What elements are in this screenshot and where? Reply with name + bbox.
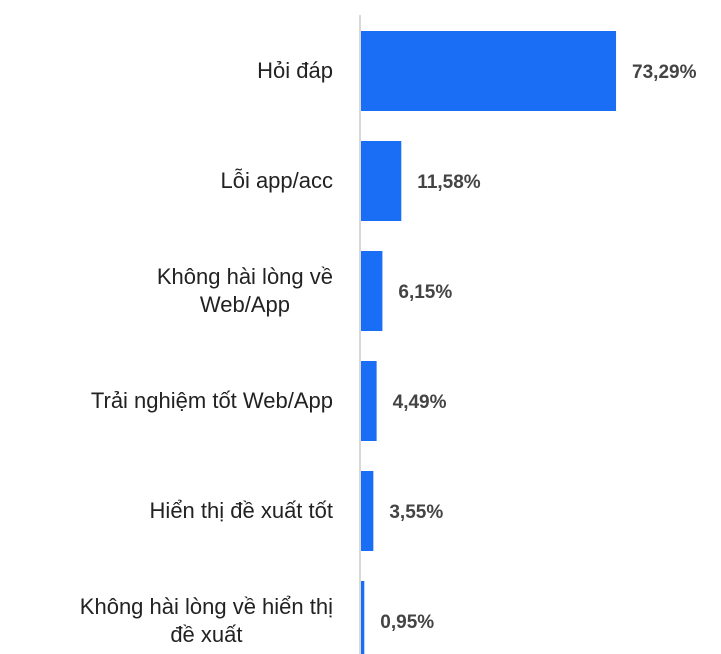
value-label: 73,29% xyxy=(632,62,697,83)
value-label: 3,55% xyxy=(389,502,443,523)
value-label: 0,95% xyxy=(380,612,434,633)
bar xyxy=(361,251,383,331)
bar xyxy=(361,141,402,221)
bar xyxy=(361,581,365,654)
category-label: Không hài lòng về hiển thị đề xuất xyxy=(79,594,333,647)
value-label: 6,15% xyxy=(398,282,452,303)
value-label: 4,49% xyxy=(393,392,447,413)
category-label: Hiển thị đề xuất tốt xyxy=(149,498,333,523)
category-label: Hỏi đáp xyxy=(257,58,333,83)
category-label: Không hài lòng về Web/App xyxy=(156,264,333,317)
category-label: Trải nghiệm tốt Web/App xyxy=(90,388,333,413)
bar xyxy=(361,361,377,441)
bar xyxy=(361,471,374,551)
bar xyxy=(361,31,617,111)
value-label: 11,58% xyxy=(417,172,480,193)
category-label: Lỗi app/acc xyxy=(220,168,333,193)
